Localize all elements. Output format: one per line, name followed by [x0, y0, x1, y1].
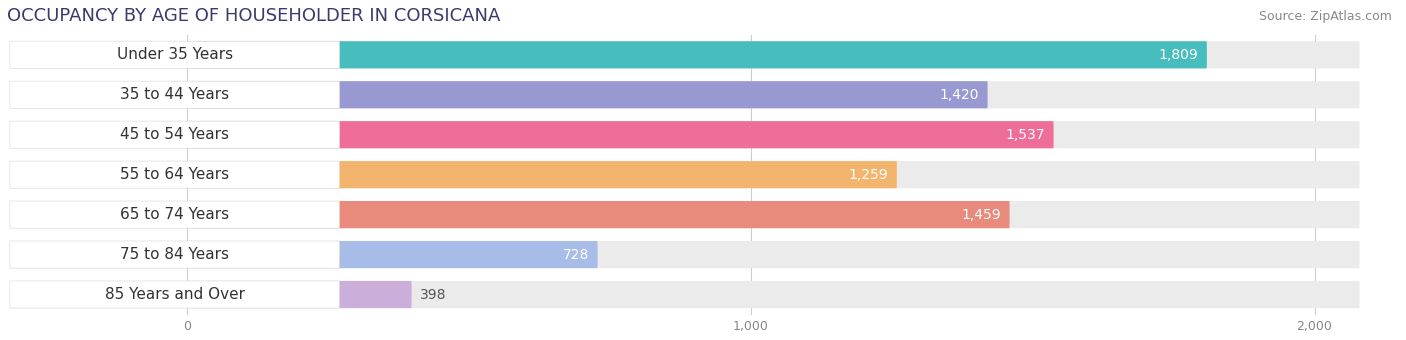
Text: 85 Years and Over: 85 Years and Over: [104, 287, 245, 302]
FancyBboxPatch shape: [10, 201, 339, 228]
Text: 1,259: 1,259: [849, 168, 889, 182]
FancyBboxPatch shape: [10, 161, 339, 188]
FancyBboxPatch shape: [187, 281, 1360, 308]
Text: 75 to 84 Years: 75 to 84 Years: [120, 247, 229, 262]
Text: 55 to 64 Years: 55 to 64 Years: [120, 167, 229, 182]
FancyBboxPatch shape: [187, 241, 1360, 268]
Text: 65 to 74 Years: 65 to 74 Years: [120, 207, 229, 222]
FancyBboxPatch shape: [187, 41, 1206, 68]
Text: 35 to 44 Years: 35 to 44 Years: [120, 87, 229, 102]
Text: 1,459: 1,459: [962, 208, 1001, 222]
FancyBboxPatch shape: [187, 201, 1010, 228]
FancyBboxPatch shape: [187, 281, 412, 308]
Text: 728: 728: [562, 248, 589, 261]
FancyBboxPatch shape: [187, 121, 1053, 148]
FancyBboxPatch shape: [187, 201, 1360, 228]
Text: 1,420: 1,420: [939, 88, 979, 102]
Text: OCCUPANCY BY AGE OF HOUSEHOLDER IN CORSICANA: OCCUPANCY BY AGE OF HOUSEHOLDER IN CORSI…: [7, 7, 501, 25]
FancyBboxPatch shape: [10, 81, 339, 108]
FancyBboxPatch shape: [187, 121, 1360, 148]
Text: Under 35 Years: Under 35 Years: [117, 47, 232, 62]
Text: 398: 398: [420, 288, 447, 302]
FancyBboxPatch shape: [187, 81, 1360, 108]
FancyBboxPatch shape: [187, 81, 987, 108]
Text: 1,537: 1,537: [1005, 128, 1045, 142]
FancyBboxPatch shape: [187, 41, 1360, 68]
FancyBboxPatch shape: [187, 241, 598, 268]
Text: 1,809: 1,809: [1159, 48, 1198, 62]
FancyBboxPatch shape: [187, 161, 897, 188]
Text: Source: ZipAtlas.com: Source: ZipAtlas.com: [1258, 10, 1392, 23]
FancyBboxPatch shape: [10, 241, 339, 268]
FancyBboxPatch shape: [10, 41, 339, 68]
FancyBboxPatch shape: [187, 161, 1360, 188]
Text: 45 to 54 Years: 45 to 54 Years: [120, 127, 229, 142]
FancyBboxPatch shape: [10, 121, 339, 148]
FancyBboxPatch shape: [10, 281, 339, 308]
